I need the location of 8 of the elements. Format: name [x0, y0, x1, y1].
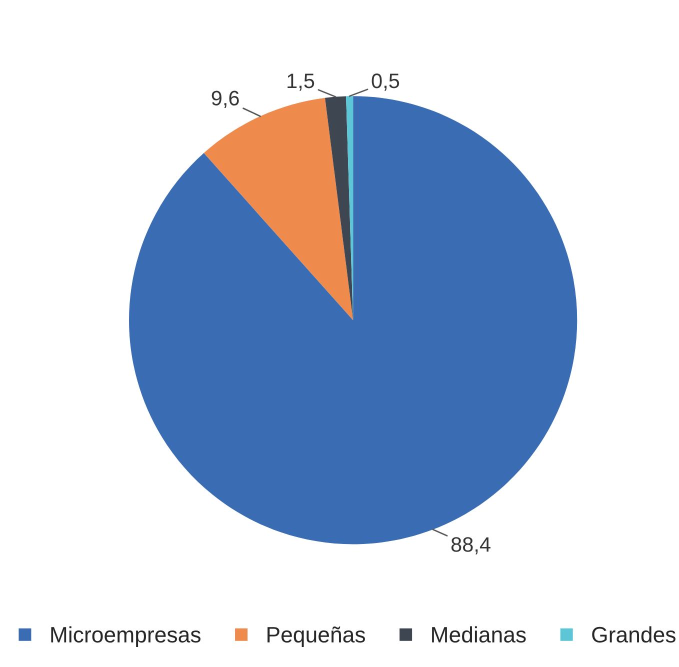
- data-label: 1,5: [288, 74, 314, 91]
- legend-label: Grandes: [592, 626, 676, 643]
- data-label: 0,5: [372, 73, 400, 91]
- data-label: 88,4: [451, 537, 490, 554]
- legend-label: Pequeñas: [268, 626, 366, 647]
- data-label: 9,6: [212, 90, 239, 108]
- legend-label: Medianas: [432, 626, 526, 643]
- legend-label: Microempresas: [51, 626, 200, 647]
